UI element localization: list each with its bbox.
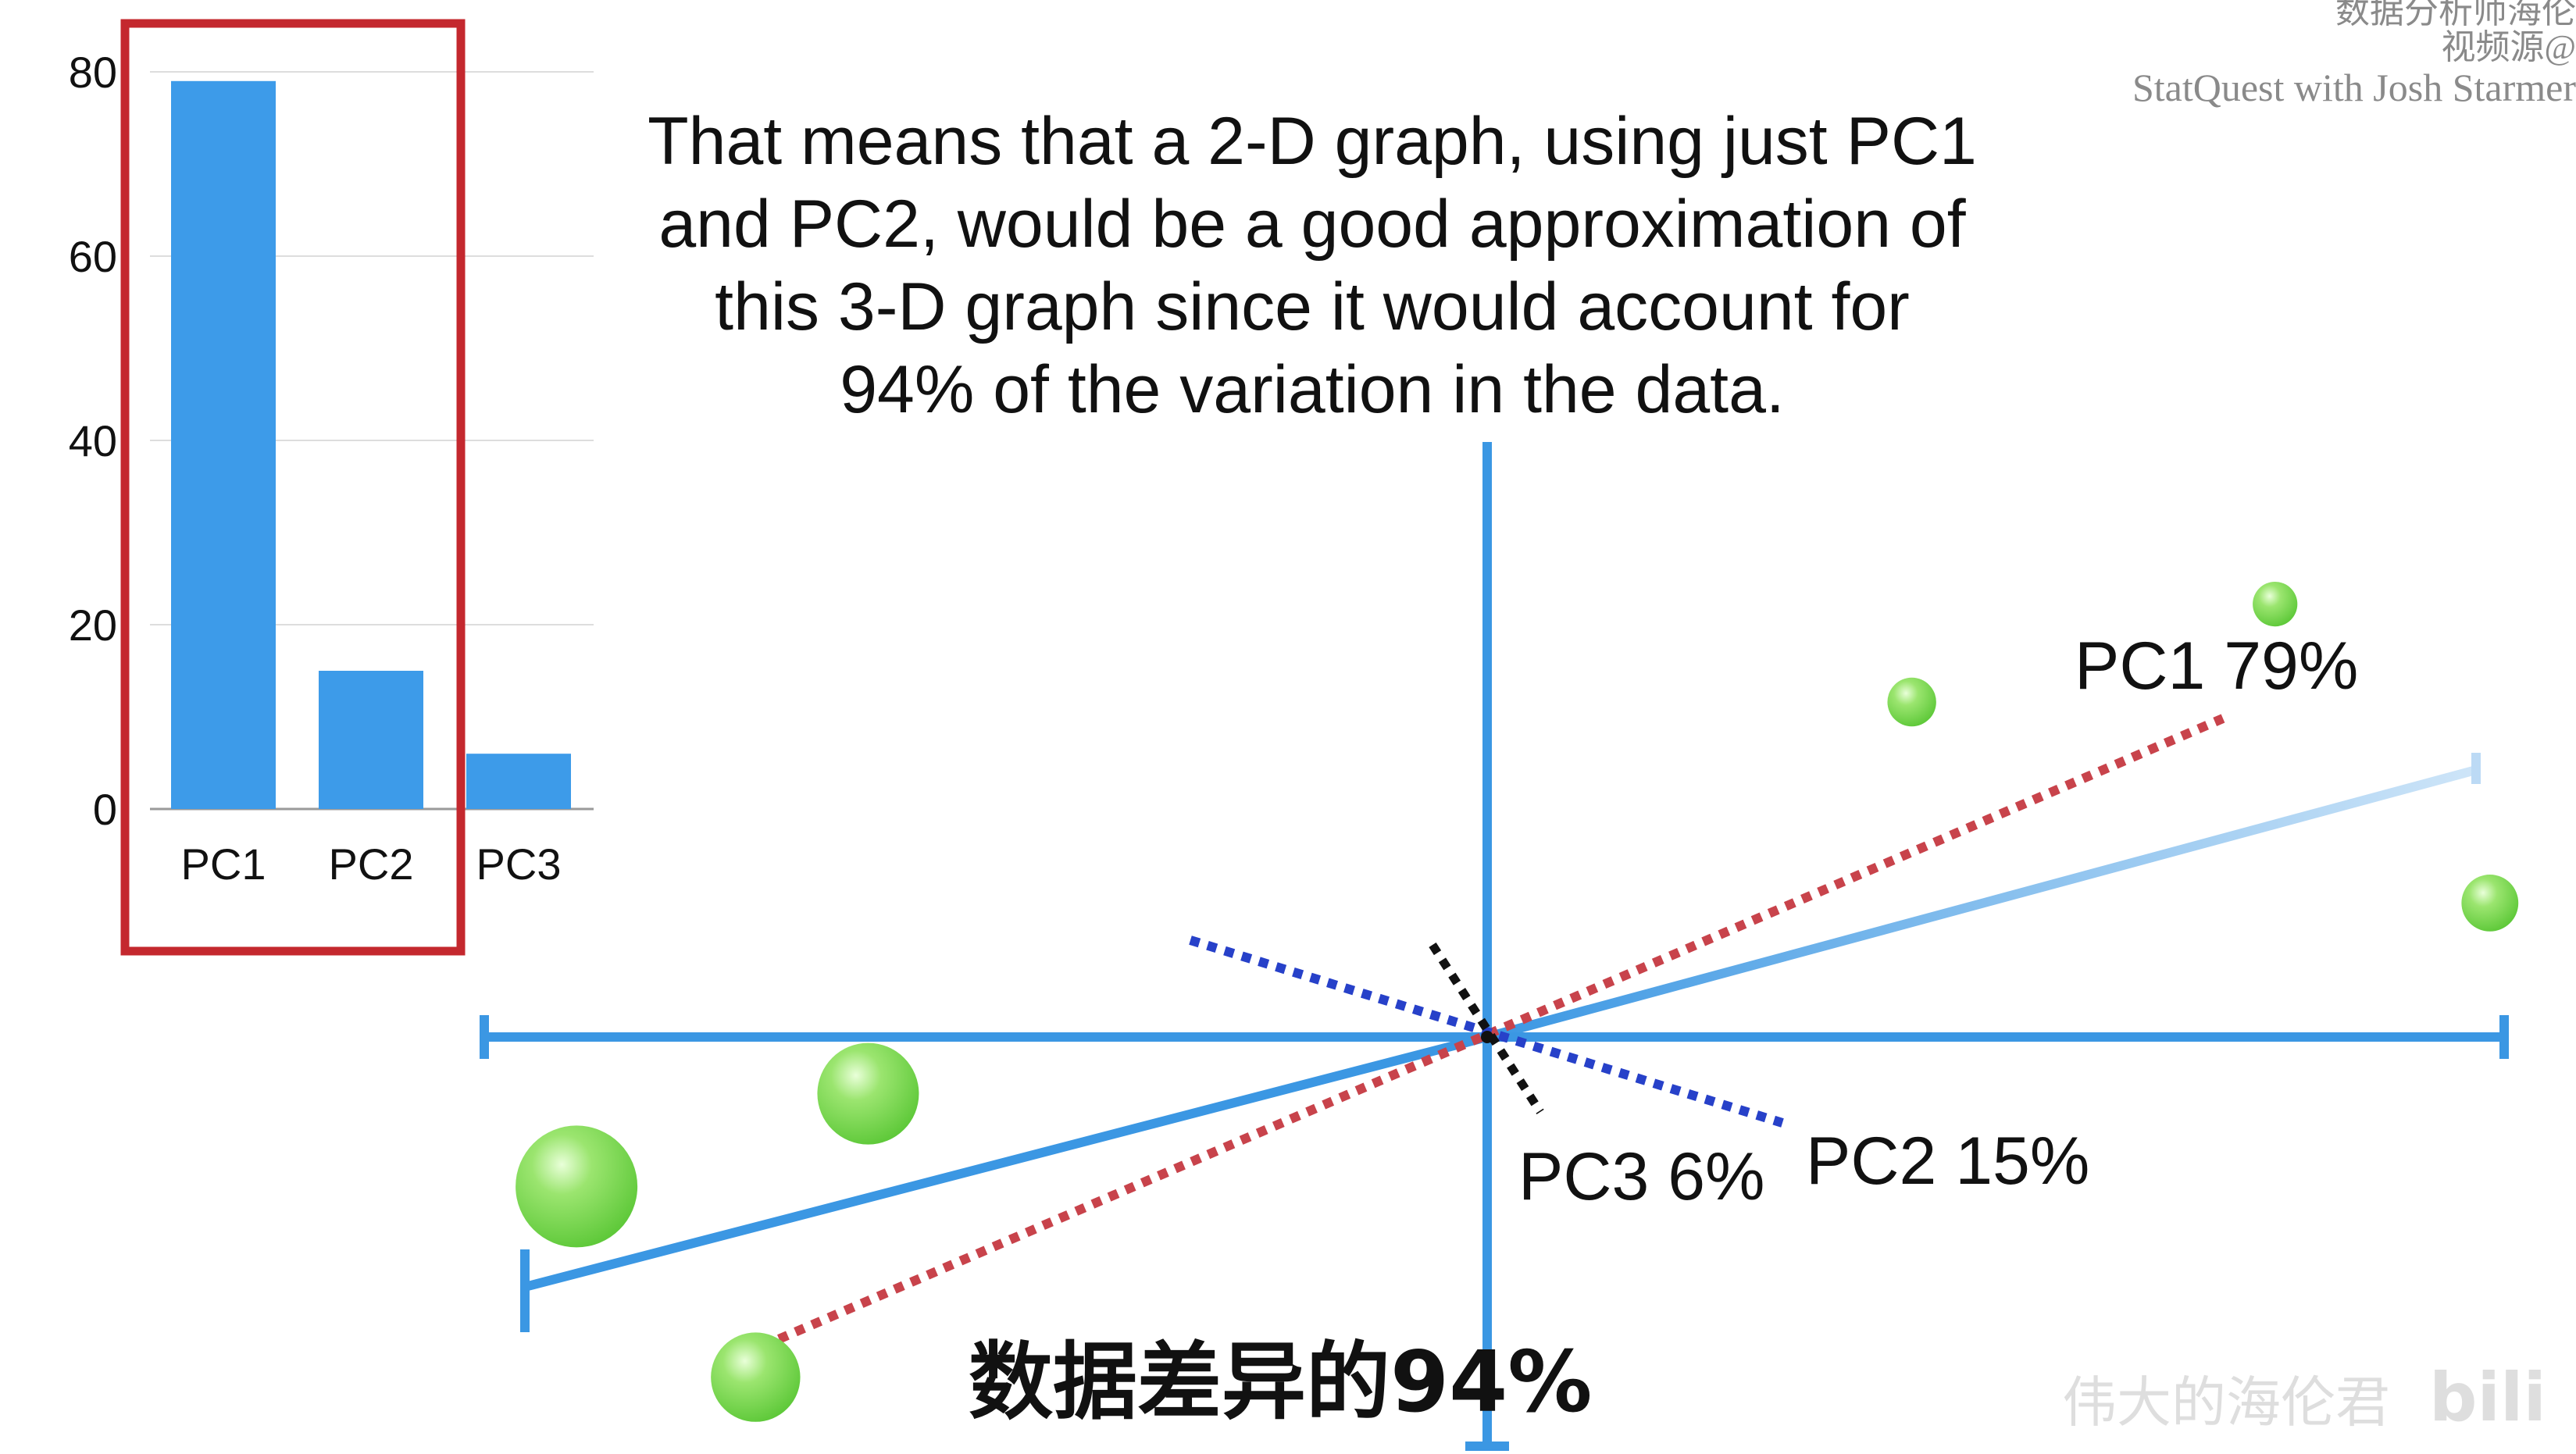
source-watermark: 数据分析师海伦 视频源@ StatQuest with Josh Starmer: [2132, 0, 2576, 109]
data-point: [2461, 875, 2519, 932]
variance-bar-chart: 0 20 40 60 80 PC1 PC2 PC3: [69, 19, 594, 956]
caption-line-2: and PC2, would be a good approximation o…: [658, 187, 1966, 262]
x-tick-label: PC1: [181, 839, 266, 889]
pc3-line: [1429, 943, 1544, 1114]
pca-3d-plot: PC1 79% PC2 15% PC3 6%: [480, 442, 2519, 1451]
data-points: [516, 582, 2519, 1422]
bar-chart-bars: [171, 80, 571, 810]
watermark-line-2: 视频源@: [2441, 28, 2576, 66]
bar-chart-x-labels: PC1 PC2 PC3: [181, 839, 562, 889]
narration-caption: That means that a 2-D graph, using just …: [547, 100, 2078, 431]
bar-pc3: [466, 754, 571, 809]
data-point: [516, 1125, 638, 1248]
data-point: [711, 1332, 801, 1422]
data-point: [2253, 582, 2298, 627]
y-tick-label: 80: [69, 48, 117, 97]
y-tick-label: 40: [69, 416, 117, 465]
y-tick-label: 60: [69, 232, 117, 281]
watermark-line-3: StatQuest with Josh Starmer: [2132, 66, 2576, 109]
y-tick-label: 0: [93, 785, 117, 834]
bar-pc1: [171, 80, 276, 810]
highlight-box: [120, 19, 466, 956]
y-tick-label: 20: [69, 600, 117, 650]
bar-chart-y-ticks: 0 20 40 60 80: [69, 48, 117, 834]
data-point: [817, 1042, 919, 1145]
data-point: [1887, 677, 1936, 727]
pc3-label: PC3 6%: [1518, 1139, 1765, 1214]
pc2-label: PC2 15%: [1806, 1124, 2089, 1199]
origin-point: [1481, 1031, 1493, 1043]
chinese-subtitle: 数据差异的94%: [969, 1334, 1593, 1431]
x-tick-label: PC2: [329, 839, 414, 889]
watermark-line-1: 数据分析师海伦: [2335, 0, 2576, 30]
depth-axis: [523, 1032, 1489, 1292]
x-tick-label: PC3: [476, 839, 562, 889]
depth-axis-front-segment: [1486, 765, 2478, 1042]
bar-pc2: [319, 671, 423, 809]
pc1-line: [727, 714, 2225, 1365]
caption-line-1: That means that a 2-D graph, using just …: [648, 104, 1977, 179]
caption-line-4: 94% of the variation in the data.: [840, 352, 1785, 427]
caption-line-3: this 3-D graph since it would account fo…: [715, 269, 1910, 344]
pc1-label: PC1 79%: [2075, 629, 2358, 704]
channel-watermark: 伟大的海伦君: [2062, 1370, 2390, 1434]
bilibili-logo: bili: [2429, 1359, 2546, 1437]
